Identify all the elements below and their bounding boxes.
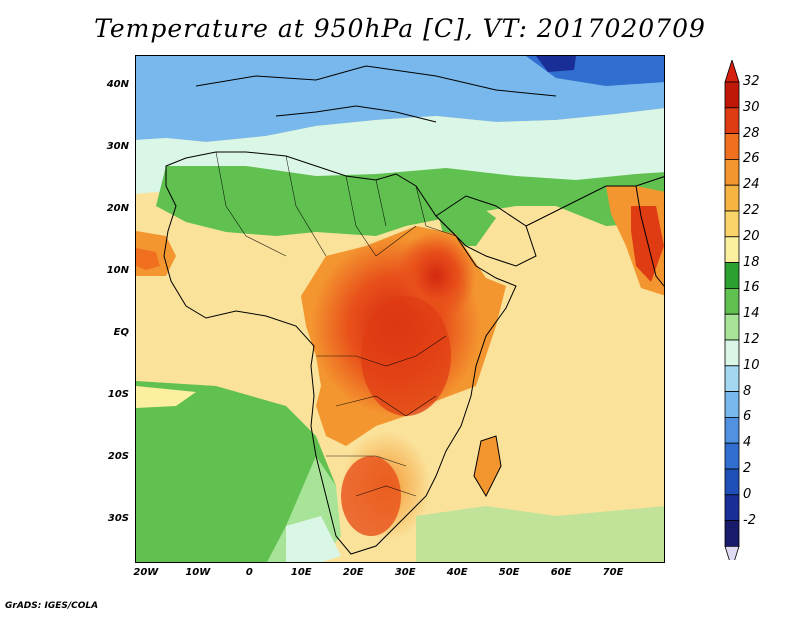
south-indian-green [416, 506, 664, 562]
colorbar-tick-label: 18 [743, 254, 760, 270]
colorbar-swatch [724, 520, 740, 547]
colorbar-swatch [724, 159, 740, 186]
coastlines [163, 65, 664, 555]
credit-text: GrADS: IGES/COLA [5, 601, 99, 611]
colorbar-swatch [724, 391, 740, 418]
colorbar-swatch [724, 494, 740, 521]
lon-label: 30E [394, 567, 416, 578]
colorbar-overflow-arrow [724, 60, 740, 83]
lon-label: 10W [185, 567, 211, 578]
colorbar-swatch [724, 236, 740, 264]
colorbar-swatch [724, 184, 740, 212]
colorbar-tick-label: 24 [743, 177, 760, 193]
colorbar [724, 60, 740, 560]
lat-label: EQ [113, 326, 129, 338]
lon-label: 20W [133, 567, 159, 578]
colorbar-swatch [724, 468, 740, 496]
colorbar-swatch [724, 210, 740, 238]
colorbar-tick-label: 28 [743, 125, 760, 141]
colorbar-tick-label: 20 [743, 228, 760, 244]
lon-label: 70E [602, 567, 624, 578]
map-title: Temperature at 950hPa [C], VT: 201702070… [94, 14, 706, 43]
colorbar-tick-label: 22 [743, 203, 760, 218]
temperature-field [136, 56, 664, 562]
lon-label: 40E [446, 567, 468, 578]
colorbar-tick-label: 4 [743, 435, 752, 451]
colorbar-swatch [724, 81, 740, 109]
colorbar-tick-label: 6 [743, 409, 752, 425]
lon-label: 60E [550, 567, 572, 578]
colorbar-swatch [724, 313, 740, 341]
benguela-cool [286, 516, 341, 562]
lat-label: 20S [107, 450, 129, 462]
lon-label: 20E [342, 567, 364, 578]
lon-label: 50E [498, 567, 520, 578]
colorbar-underflow-arrow [724, 545, 740, 560]
colorbar-tick-label: 26 [743, 151, 760, 167]
madagascar-warm [474, 436, 501, 496]
lat-label: 40N [106, 78, 129, 90]
colorbar-swatch [724, 442, 740, 470]
central-core [361, 296, 451, 416]
map-area [135, 55, 665, 563]
colorbar-tick-label: 14 [743, 306, 760, 322]
lat-label: 30S [107, 512, 129, 524]
colorbar-swatch [724, 365, 740, 392]
atlantic-pale [136, 386, 196, 408]
colorbar-tick-label: 8 [743, 383, 752, 399]
colorbar-tick-label: 2 [743, 461, 752, 476]
colorbar-tick-label: -2 [743, 512, 756, 528]
lat-label: 30N [106, 140, 129, 152]
north-coldest-patch [536, 56, 576, 72]
colorbar-swatch [724, 339, 740, 367]
lon-label: 10E [290, 567, 312, 578]
colorbar-swatch [724, 416, 740, 444]
north-cold-band [136, 56, 664, 142]
southern-africa-hot [341, 456, 401, 536]
west-coast-hot [136, 248, 160, 270]
lon-label: 0 [245, 567, 253, 578]
colorbar-swatch [724, 133, 740, 160]
colorbar-swatch [724, 287, 740, 315]
lat-label: 10S [107, 388, 129, 400]
colorbar-tick-label: 0 [743, 486, 752, 502]
colorbar-tick-label: 32 [743, 74, 760, 89]
colorbar-tick-label: 10 [743, 357, 760, 373]
lat-label: 10N [106, 264, 129, 276]
colorbar-tick-label: 16 [743, 280, 760, 296]
colorbar-tick-label: 12 [743, 332, 760, 347]
colorbar-swatch [724, 262, 740, 289]
colorbar-tick-label: 30 [743, 99, 760, 115]
sahara-green-band [156, 166, 664, 236]
south-atlantic-green [136, 381, 336, 562]
country-borders [215, 151, 457, 497]
colorbar-swatch [724, 107, 740, 134]
lat-label: 20N [106, 202, 129, 214]
